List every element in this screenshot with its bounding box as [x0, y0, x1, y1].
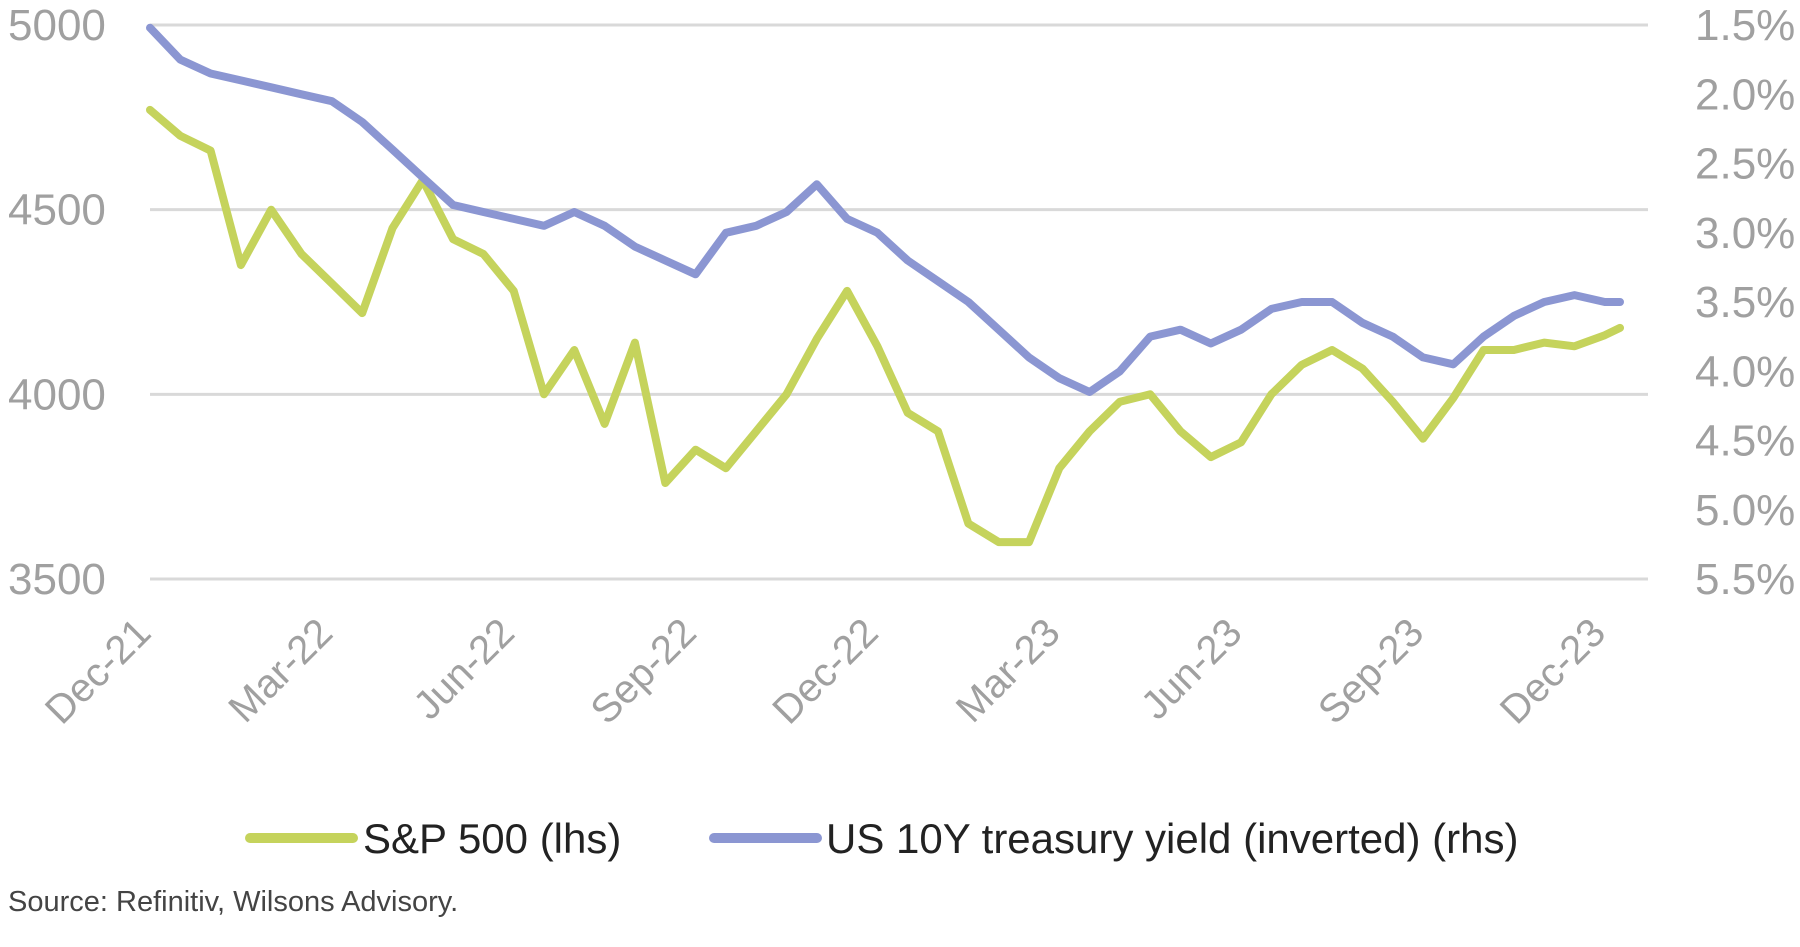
- series-line-sp500: [146, 105, 1624, 547]
- left-tick-label: 5000: [8, 1, 106, 50]
- x-tick-label: Sep-23: [1310, 610, 1432, 732]
- right-tick-label: 2.5%: [1695, 140, 1795, 189]
- series-line-us10y: [146, 23, 1624, 396]
- x-tick-label: Jun-22: [405, 610, 523, 728]
- left-tick-label: 3500: [8, 555, 106, 604]
- x-axis: Dec-21 Mar-22 Jun-22 Sep-22 Dec-22 Mar-23 Jun-…: [37, 610, 1614, 732]
- right-tick-label: 5.5%: [1695, 555, 1795, 604]
- legend-label-sp500: S&P 500 (lhs): [363, 815, 621, 862]
- left-axis: 5000 4500 4000 3500: [8, 1, 106, 604]
- x-tick-label: Mar-23: [948, 610, 1069, 731]
- right-tick-label: 4.0%: [1695, 347, 1795, 396]
- right-tick-label: 1.5%: [1695, 1, 1795, 50]
- x-tick-label: Dec-22: [764, 610, 886, 732]
- right-tick-label: 4.5%: [1695, 417, 1795, 466]
- x-tick-label: Dec-21: [37, 610, 159, 732]
- series-lines: [146, 23, 1624, 547]
- x-tick-label: Jun-23: [1133, 610, 1251, 728]
- legend-label-us10y: US 10Y treasury yield (inverted) (rhs): [826, 815, 1518, 862]
- x-tick-label: Sep-22: [583, 610, 705, 732]
- source-note: Source: Refinitiv, Wilsons Advisory.: [8, 886, 459, 918]
- right-axis: 1.5% 2.0% 2.5% 3.0% 3.5% 4.0% 4.5% 5.0% 5.5%: [1695, 1, 1795, 604]
- left-tick-label: 4500: [8, 186, 106, 235]
- left-tick-label: 4000: [8, 370, 106, 419]
- gridlines: [150, 23, 1648, 581]
- right-tick-label: 5.0%: [1695, 486, 1795, 535]
- x-tick-label: Dec-23: [1492, 610, 1614, 732]
- right-tick-label: 3.0%: [1695, 209, 1795, 258]
- right-tick-label: 3.5%: [1695, 278, 1795, 327]
- legend: S&P 500 (lhs) US 10Y treasury yield (inv…: [245, 815, 1518, 862]
- right-tick-label: 2.0%: [1695, 70, 1795, 119]
- x-tick-label: Mar-22: [220, 610, 341, 731]
